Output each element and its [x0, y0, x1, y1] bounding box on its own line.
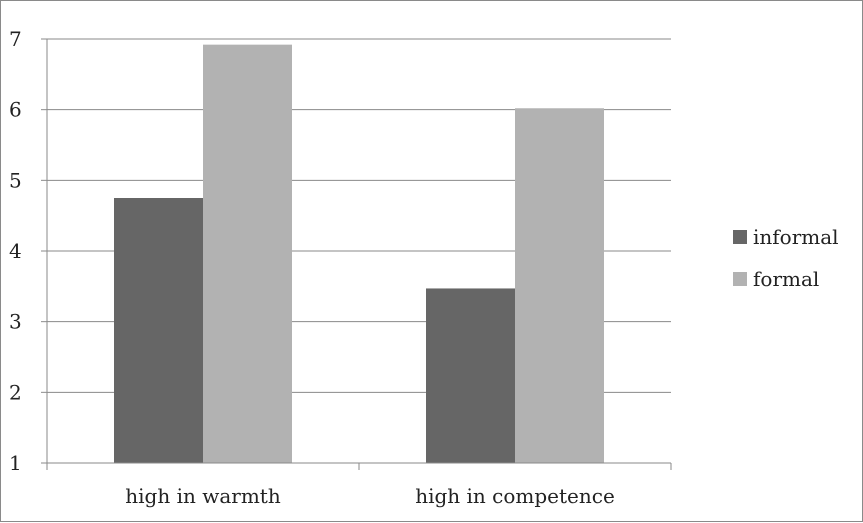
legend: informal formal — [733, 225, 839, 291]
y-tick-label: 3 — [9, 310, 22, 334]
y-tick-label: 7 — [9, 27, 22, 51]
y-tick-label: 5 — [9, 168, 22, 192]
axes — [41, 38, 672, 470]
x-category-label: high in competence — [415, 484, 615, 508]
legend-swatch-informal — [733, 230, 747, 244]
bars — [114, 44, 604, 464]
bar-informal-1 — [114, 198, 203, 463]
bar-formal-1 — [203, 44, 292, 464]
y-tick-label: 2 — [9, 380, 22, 404]
y-tick-label: 4 — [9, 239, 22, 263]
x-category-label: high in warmth — [125, 484, 281, 508]
bar-informal-2 — [426, 288, 515, 463]
y-tick-label: 6 — [9, 98, 22, 122]
x-category-labels: high in warmth high in competence — [125, 484, 615, 508]
y-tick-labels: 1 2 3 4 5 6 7 — [9, 27, 22, 475]
bar-formal-2 — [515, 108, 604, 464]
legend-label-informal: informal — [753, 225, 839, 249]
legend-swatch-formal — [733, 272, 747, 286]
legend-label-formal: formal — [753, 267, 819, 291]
y-tick-label: 1 — [9, 451, 22, 475]
